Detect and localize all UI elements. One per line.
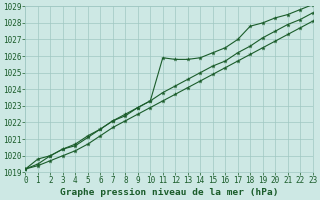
X-axis label: Graphe pression niveau de la mer (hPa): Graphe pression niveau de la mer (hPa) xyxy=(60,188,278,197)
